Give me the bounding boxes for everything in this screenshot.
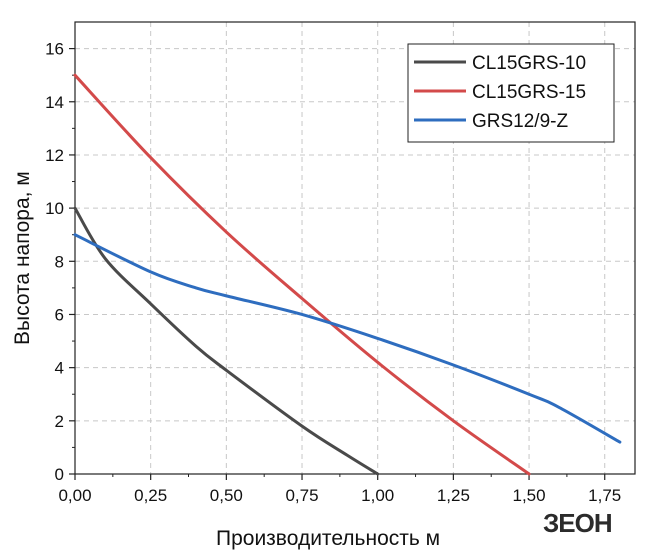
legend: CL15GRS-10 CL15GRS-15 GRS12/9-Z <box>407 43 615 143</box>
y-tick-label: 14 <box>45 93 64 112</box>
series-line-cl15grs-10 <box>73 206 380 476</box>
y-tick-label: 0 <box>55 465 64 484</box>
x-tick-label: 0,00 <box>58 486 91 505</box>
series-line-cl15grs-15 <box>73 73 531 476</box>
series-line-grs12-9-z <box>73 233 622 444</box>
x-tick-label: 1,75 <box>588 486 621 505</box>
legend-label: GRS12/9-Z <box>472 111 568 132</box>
x-tick-label: 1,00 <box>361 486 394 505</box>
x-tick-label: 1,25 <box>437 486 470 505</box>
y-tick-label: 6 <box>55 305 64 324</box>
axes: 0,00 0,25 0,50 0,75 1,00 1,25 1,50 1,75 0 2 4 6 8 10 1… <box>45 21 636 505</box>
x-tick-label: 0,75 <box>285 486 318 505</box>
y-tick-label: 12 <box>45 146 64 165</box>
x-tick-label: 1,50 <box>513 486 546 505</box>
y-tick-label: 4 <box>55 359 64 378</box>
y-tick-label: 16 <box>45 40 64 59</box>
y-tick-label: 8 <box>55 252 64 271</box>
x-tick-label: 0,50 <box>210 486 243 505</box>
y-tick-label: 10 <box>45 199 64 218</box>
y-axis-title: Высота напора, м <box>11 171 34 345</box>
legend-label: CL15GRS-15 <box>472 82 586 103</box>
x-axis-title: Производительность м <box>216 527 440 550</box>
brand-logo: ЗЕОН <box>543 508 613 538</box>
plot-frame <box>74 21 636 475</box>
legend-box <box>407 43 615 143</box>
legend-label: CL15GRS-10 <box>472 53 586 74</box>
series-lines <box>73 73 622 476</box>
x-tick-label: 0,25 <box>134 486 167 505</box>
y-tick-label: 2 <box>55 412 64 431</box>
